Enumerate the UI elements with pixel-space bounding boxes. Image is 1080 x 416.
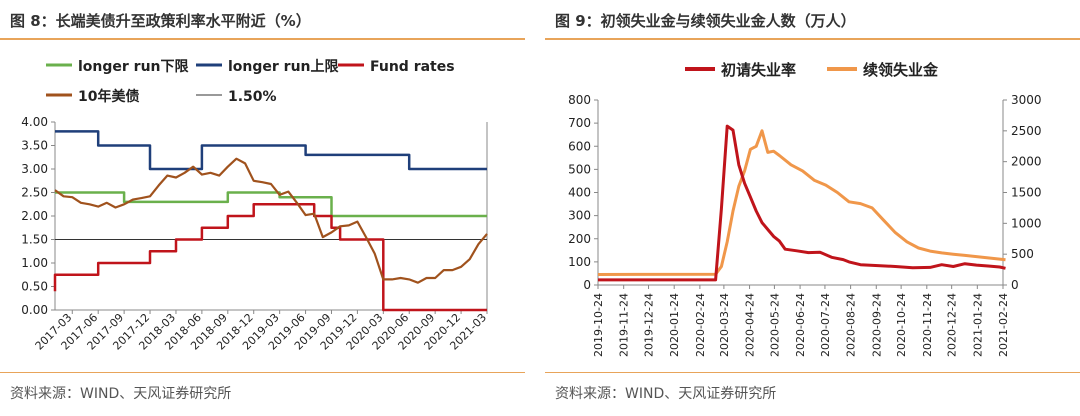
y-tick-label: 3.00 <box>21 162 48 176</box>
y-left-tick-label: 500 <box>568 162 591 176</box>
figure-8-source: 资料来源：WIND、天风证券研究所 <box>10 386 232 402</box>
x-tick-label: 2020-03-24 <box>718 293 731 357</box>
x-tick-label: 2020-04-24 <box>744 293 757 357</box>
x-tick-label: 2020-12-24 <box>946 293 959 357</box>
x-tick-label: 2020-08-24 <box>845 293 858 357</box>
series-line-continuing-claims <box>597 129 1006 276</box>
figure-9-panel: 图 9：初领失业金与续领失业金人数（万人） 0 100 200 300 400 500 60… <box>545 0 1080 416</box>
figure-9-title: 图 9：初领失业金与续领失业金人数（万人） <box>555 12 856 30</box>
y-left-tick-label: 200 <box>568 232 591 246</box>
figure-9-chart: 0 100 200 300 400 500 600 700 800 0 500 1000 1500 200… <box>568 61 1042 357</box>
series-line-fund-rates <box>53 203 487 312</box>
y-tick-label: 2.00 <box>21 209 48 223</box>
y-right-tick-label: 500 <box>1011 247 1034 261</box>
x-tick-label: 2020-11-24 <box>921 293 934 357</box>
y-right-tick-label: 1000 <box>1011 216 1042 230</box>
y-tick-label: 4.00 <box>21 115 48 129</box>
figure-8-bottom-rule <box>0 372 525 373</box>
y-left-tick-label: 300 <box>568 209 591 223</box>
y-tick-label: 1.50 <box>21 233 48 247</box>
series-line-longer-run <box>55 191 487 218</box>
y-right-tick-label: 2000 <box>1011 155 1042 169</box>
legend-label: longer run上限 <box>228 59 339 75</box>
y-left-tick-label: 800 <box>568 93 591 107</box>
y-right-tick-label: 1500 <box>1011 186 1042 200</box>
x-tick-label: 2020-05-24 <box>768 293 781 357</box>
y-left-tick-label: 700 <box>568 116 591 130</box>
x-tick-label: 2021-02-24 <box>997 293 1010 357</box>
series-line-10 <box>54 157 488 284</box>
x-tick-label: 2020-01-24 <box>668 293 681 357</box>
legend-label: 1.50% <box>228 89 277 105</box>
y-right-tick-label: 0 <box>1011 278 1019 292</box>
x-tick-label: 2020-07-24 <box>819 293 832 357</box>
figure-8-chart: 0.000.501.001.502.002.503.003.504.002017… <box>21 59 489 353</box>
figure-8-title: 图 8：长端美债升至政策利率水平附近（%） <box>10 12 311 30</box>
y-tick-label: 0.00 <box>21 303 48 317</box>
figure-8-top-rule <box>0 38 525 40</box>
x-tick-label: 2019-10-24 <box>592 293 605 357</box>
legend-label: 续领失业金 <box>863 61 939 79</box>
figure-8-panel: 图 8：长端美债升至政策利率水平附近（%） 0.00 0.50 1.00 1.50 2.… <box>0 0 525 416</box>
series-line-initial-claims <box>598 124 1006 282</box>
y-left-tick-label: 600 <box>568 139 591 153</box>
series-line-longer-run <box>55 130 487 171</box>
y-left-tick-label: 100 <box>568 255 591 269</box>
x-tick-label: 2019-11-24 <box>618 293 631 357</box>
legend-label: Fund rates <box>370 59 455 75</box>
y-right-tick-label: 2500 <box>1011 124 1042 138</box>
y-left-tick-label: 400 <box>568 186 591 200</box>
x-tick-label: 2019-12-24 <box>643 293 656 357</box>
x-tick-label: 2021-01-24 <box>971 293 984 357</box>
legend-label: 初请失业率 <box>721 61 796 79</box>
y-left-tick-label: 0 <box>583 278 591 292</box>
x-tick-label: 2020-02-24 <box>694 293 707 357</box>
y-tick-label: 3.50 <box>21 139 48 153</box>
figure-9-source: 资料来源：WIND、天风证券研究所 <box>555 386 777 402</box>
legend-label: 10年美债 <box>78 88 139 105</box>
x-tick-label: 2020-06-24 <box>794 293 807 357</box>
y-tick-label: 1.00 <box>21 256 48 270</box>
figure-9-bottom-rule <box>545 372 1080 373</box>
figure-9-top-rule <box>545 38 1080 40</box>
x-tick-label: 2020-09-24 <box>870 293 883 357</box>
y-tick-label: 2.50 <box>21 186 48 200</box>
legend-label: longer run下限 <box>78 59 189 75</box>
y-tick-label: 0.50 <box>21 280 48 294</box>
x-tick-label: 2020-10-24 <box>895 293 908 357</box>
y-right-tick-label: 3000 <box>1011 93 1042 107</box>
